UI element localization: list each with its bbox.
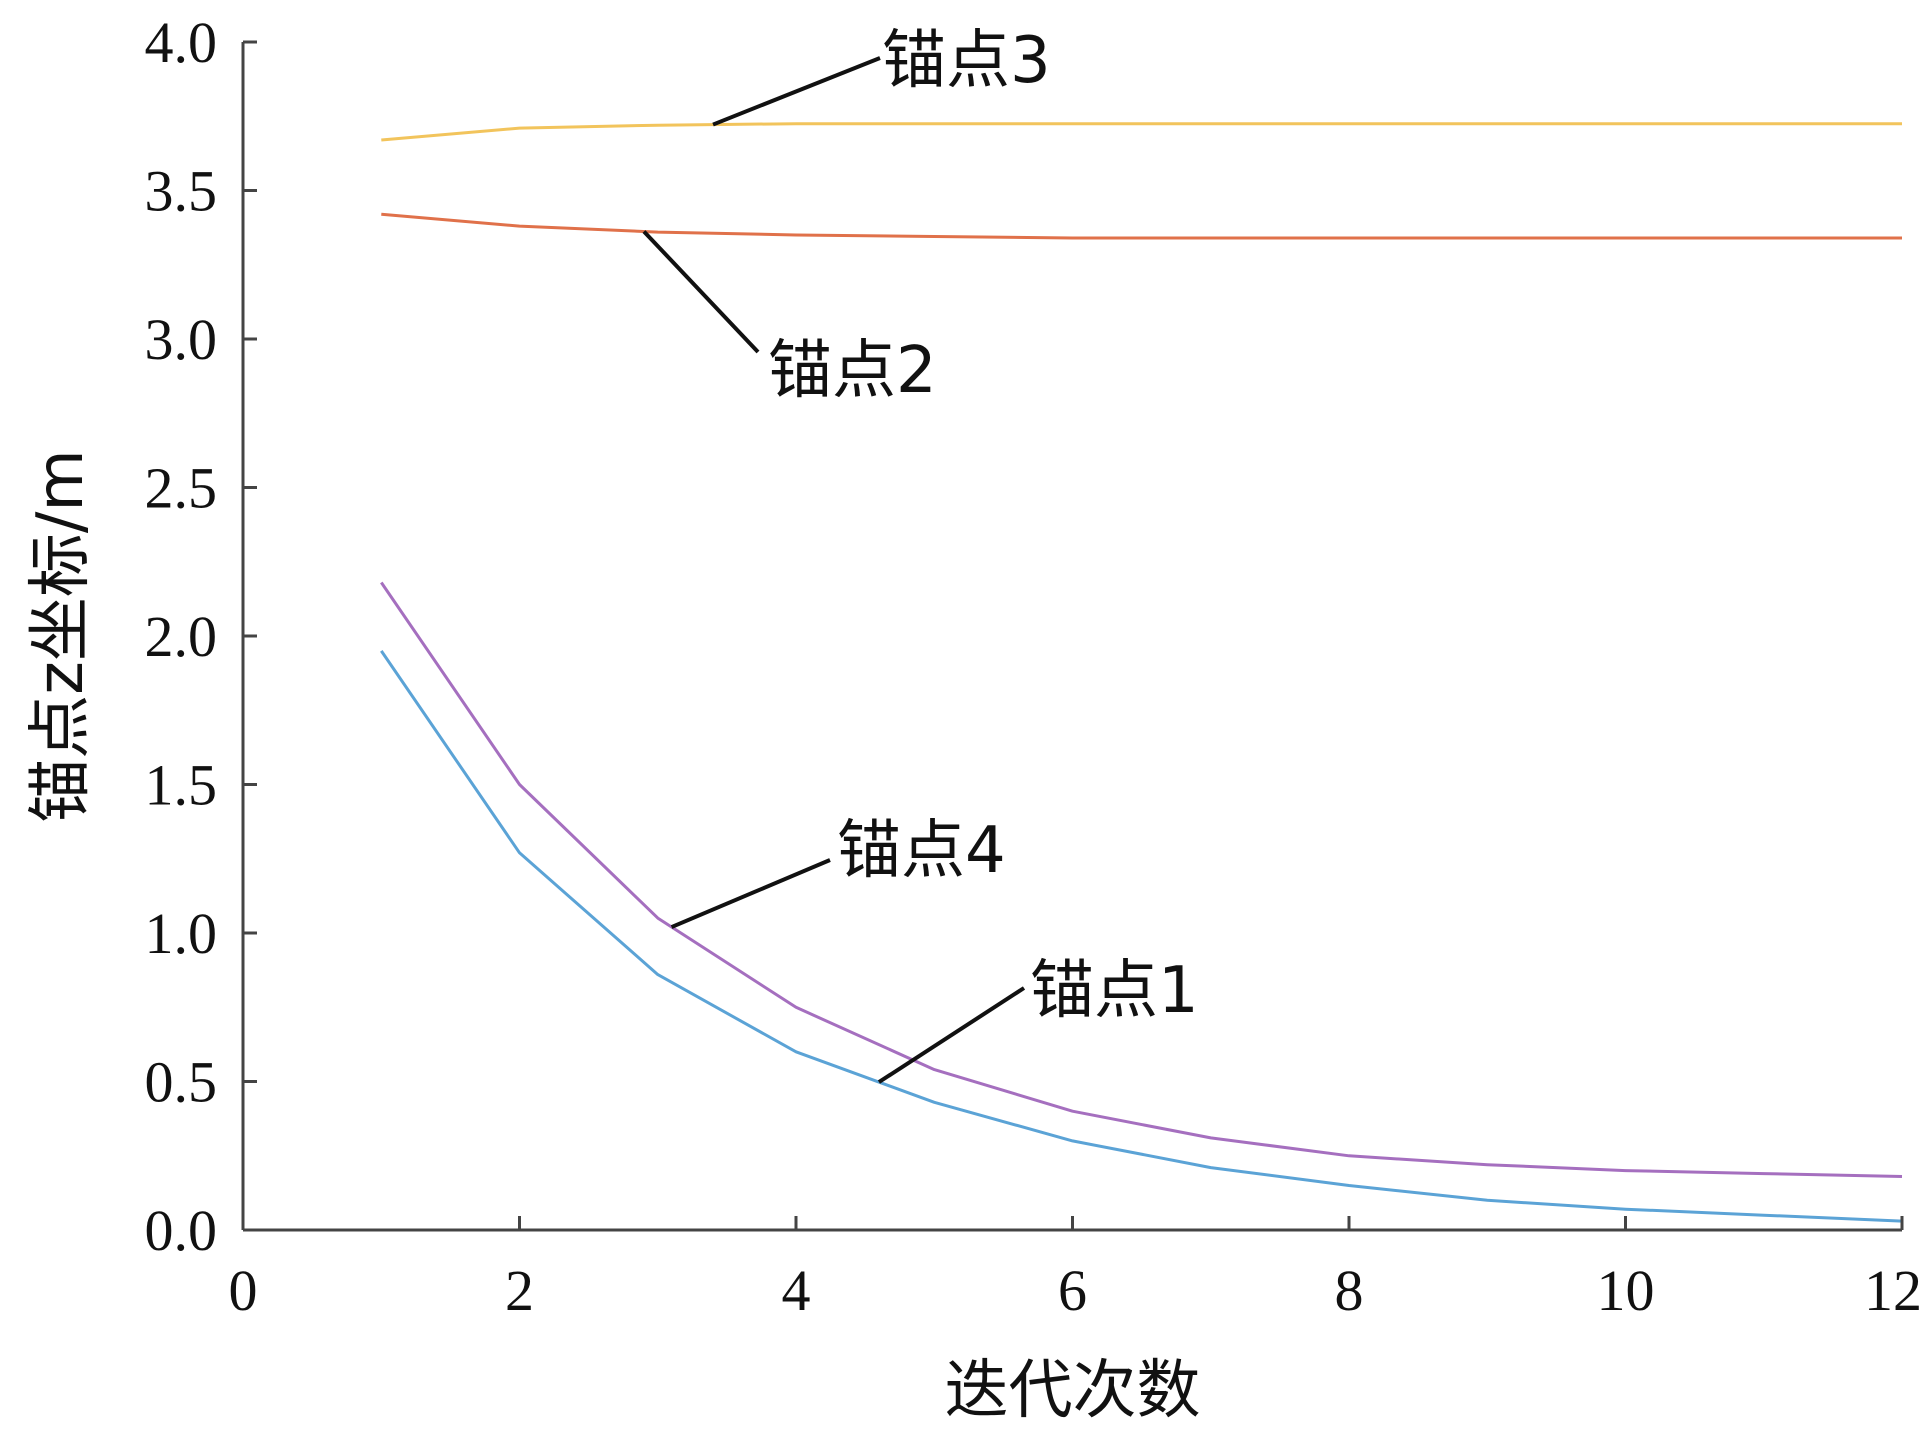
y-tick-label: 2.0 xyxy=(145,604,218,669)
y-tick-label: 2.5 xyxy=(145,456,218,521)
series-line xyxy=(380,650,1903,1223)
axes: 0.0 0.5 1.0 1.5 2.0 2.5 3.0 3.5 4.0 0 2 4 6 8 10 12 xyxy=(145,10,1923,1323)
y-tick-label: 4.0 xyxy=(145,10,218,75)
x-tick-label: 8 xyxy=(1335,1258,1364,1323)
x-tick-label: 0 xyxy=(229,1258,258,1323)
y-tick-label: 3.0 xyxy=(145,307,218,372)
y-tick-label: 1.0 xyxy=(145,901,218,966)
plot-lines xyxy=(380,122,1903,1223)
series-annotations: 锚点3 锚点2 锚点4 锚点1 xyxy=(642,24,1199,1084)
annotation-leader-line xyxy=(642,230,760,354)
series-label: 锚点2 xyxy=(768,334,937,408)
x-tick-label: 10 xyxy=(1597,1258,1655,1323)
y-tick-label: 1.5 xyxy=(145,753,218,818)
series-line xyxy=(380,581,1903,1178)
x-tick-label: 6 xyxy=(1058,1258,1087,1323)
annotation-leader-line xyxy=(877,986,1026,1084)
annotation-leader-line xyxy=(670,858,831,929)
series-label: 锚点4 xyxy=(837,814,1006,888)
y-axis-title: 锚点z坐标/m xyxy=(24,449,98,823)
y-tick-label: 0.5 xyxy=(145,1050,218,1115)
x-axis-title: 迭代次数 xyxy=(945,1354,1201,1428)
series-label: 锚点3 xyxy=(882,24,1051,98)
series-line xyxy=(381,122,1902,142)
x-tick-label: 12 xyxy=(1864,1258,1922,1323)
series-line xyxy=(381,212,1902,240)
x-tick-label: 4 xyxy=(782,1258,811,1323)
y-tick-label: 0.0 xyxy=(145,1198,218,1263)
y-tick-label: 3.5 xyxy=(145,159,218,224)
annotation-leader-line xyxy=(712,56,881,127)
x-axis-ticks: 0 2 4 6 8 10 12 xyxy=(229,1216,1922,1323)
x-tick-label: 2 xyxy=(505,1258,534,1323)
series-label: 锚点1 xyxy=(1030,954,1199,1028)
y-axis-ticks: 0.0 0.5 1.0 1.5 2.0 2.5 3.0 3.5 4.0 xyxy=(145,10,257,1263)
